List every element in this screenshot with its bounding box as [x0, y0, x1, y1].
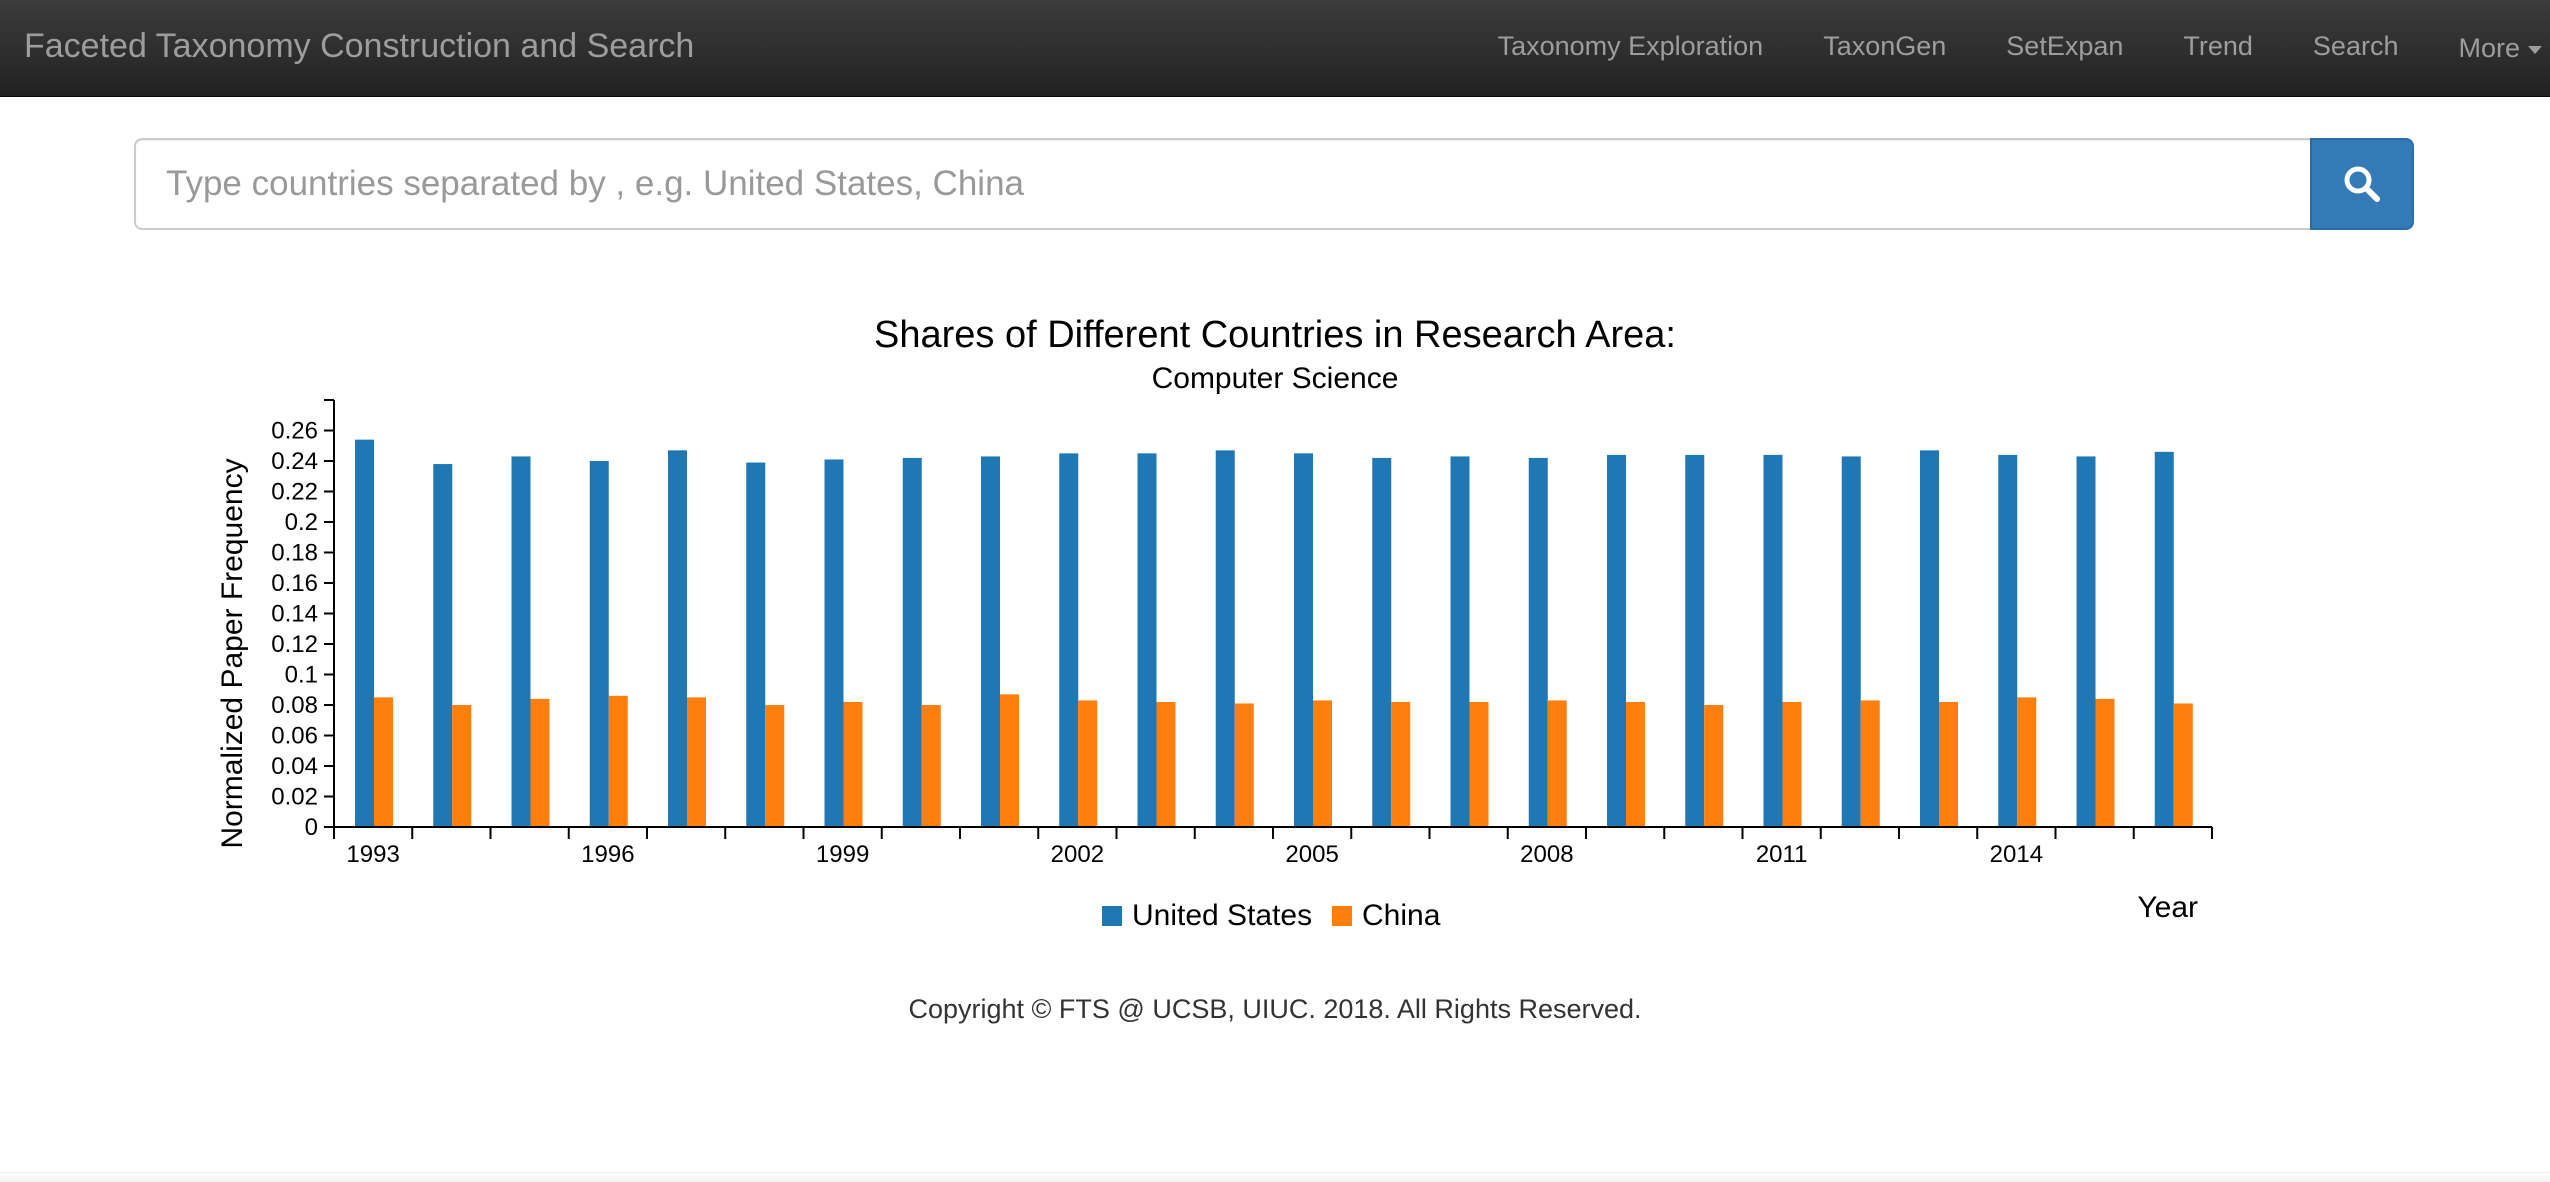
caret-down-icon: [2528, 45, 2542, 54]
bar-united-states-2004: [1215, 450, 1235, 827]
bar-china-2013: [1939, 701, 1958, 827]
bar-united-states-2012: [1841, 456, 1861, 827]
bar-china-2014: [2017, 697, 2037, 827]
bar-united-states-2014: [1998, 454, 2018, 827]
bar-united-states-2013: [1920, 450, 1939, 827]
bar-china-2005: [1313, 700, 1332, 827]
top-navbar: Faceted Taxonomy Construction and Search…: [0, 0, 2550, 97]
bar-united-states-1994: [433, 464, 453, 827]
nav-item-trend[interactable]: Trend: [2183, 31, 2253, 61]
nav-item-setexpan[interactable]: SetExpan: [2006, 31, 2124, 61]
search-button[interactable]: [2310, 138, 2414, 230]
x-tick-label: 1993: [346, 841, 399, 868]
bar-united-states-1997: [668, 450, 687, 827]
bar-china-2004: [1234, 703, 1254, 827]
legend-swatch-china: [1332, 906, 1352, 926]
y-tick-label: 0.24: [271, 448, 318, 475]
bar-china-2010: [1704, 705, 1724, 827]
bar-united-states-2005: [1294, 453, 1313, 827]
bar-united-states-2003: [1137, 453, 1157, 827]
bar-china-2003: [1156, 701, 1176, 827]
navbar-menu: Taxonomy Exploration TaxonGen SetExpan T…: [1468, 0, 2550, 97]
y-tick-label: 0.16: [271, 570, 318, 597]
x-tick-label: 2014: [1990, 841, 2043, 868]
country-search-group: [134, 138, 2414, 230]
bar-united-states-2000: [902, 457, 922, 827]
x-axis-label: Year: [2137, 891, 2198, 924]
y-tick-label: 0.04: [271, 753, 318, 780]
bar-united-states-2006: [1372, 457, 1392, 827]
legend-label-china: China: [1362, 899, 1441, 932]
bar-china-2002: [1078, 700, 1098, 827]
y-tick-label: 0.1: [285, 662, 318, 689]
nav-item-more-dropdown[interactable]: More: [2428, 0, 2550, 97]
bar-china-2008: [1547, 700, 1567, 827]
y-tick-label: 0.2: [285, 509, 318, 536]
bar-china-1994: [452, 705, 472, 827]
bar-united-states-2001: [981, 456, 1000, 827]
page-bottom-border: [0, 1172, 2550, 1182]
y-tick-label: 0.26: [271, 418, 318, 445]
bar-china-2009: [1626, 701, 1645, 827]
x-tick-label: 1996: [581, 841, 634, 868]
y-tick-label: 0: [305, 814, 318, 841]
legend-swatch-united-states: [1102, 906, 1122, 926]
bar-united-states-2011: [1763, 454, 1783, 827]
navbar-brand[interactable]: Faceted Taxonomy Construction and Search: [24, 27, 695, 65]
y-tick-label: 0.18: [271, 540, 318, 567]
legend-label-united-states: United States: [1132, 899, 1312, 932]
bar-china-2006: [1391, 701, 1411, 827]
bar-china-2000: [921, 705, 941, 827]
bar-china-2007: [1469, 701, 1489, 827]
x-tick-label: 2011: [1756, 841, 1808, 868]
country-share-chart: 0 0.02 0.04 0.06 0.08 0.1 0.12 0.14 0.16 0.18 0.2 0…: [0, 300, 2550, 960]
x-tick-label: 2002: [1051, 841, 1104, 868]
bar-united-states-1995: [511, 456, 531, 827]
nav-item-taxonomy-exploration[interactable]: Taxonomy Exploration: [1497, 31, 1764, 61]
bar-united-states-1999: [824, 459, 844, 827]
bar-china-1993: [374, 697, 393, 827]
chart-title: Shares of Different Countries in Researc…: [874, 314, 1676, 356]
y-tick-label: 0.22: [271, 479, 318, 506]
y-tick-label: 0.14: [271, 601, 318, 628]
bar-united-states-2009: [1607, 454, 1626, 827]
country-search-input[interactable]: [134, 138, 2310, 230]
bar-united-states-2016: [2154, 451, 2174, 827]
bar-united-states-2008: [1528, 457, 1548, 827]
chart-subtitle: Computer Science: [1151, 362, 1399, 395]
bar-united-states-2015: [2076, 456, 2096, 827]
y-tick-label: 0.12: [271, 631, 318, 658]
x-tick-label: 2008: [1520, 841, 1573, 868]
bar-china-2001: [1000, 694, 1019, 827]
nav-item-more-label: More: [2458, 33, 2520, 63]
nav-item-taxongen[interactable]: TaxonGen: [1823, 31, 1947, 61]
bar-united-states-2007: [1450, 456, 1470, 827]
bar-china-1999: [843, 701, 863, 827]
bar-united-states-1993: [355, 439, 374, 827]
nav-item-search[interactable]: Search: [2312, 31, 2399, 61]
x-tick-label: 2005: [1285, 841, 1338, 868]
bar-china-2015: [2095, 698, 2115, 827]
y-tick-label: 0.06: [271, 723, 318, 750]
bar-china-2016: [2173, 703, 2193, 827]
footer-copyright: Copyright © FTS @ UCSB, UIUC. 2018. All …: [908, 994, 1642, 1024]
bar-united-states-1998: [746, 462, 766, 827]
y-tick-label: 0.02: [271, 784, 318, 811]
y-tick-label: 0.08: [271, 692, 318, 719]
search-icon: [2344, 166, 2380, 202]
bar-united-states-2010: [1685, 454, 1705, 827]
chart-canvas: 0 0.02 0.04 0.06 0.08 0.1 0.12 0.14 0.16 0.18 0.2 0…: [216, 399, 2213, 932]
y-axis-label: Normalized Paper Frequency: [216, 458, 249, 848]
bar-united-states-2002: [1059, 453, 1079, 827]
bar-china-2012: [1860, 700, 1880, 827]
bar-china-1996: [608, 695, 628, 827]
bar-china-1998: [765, 705, 785, 827]
bar-united-states-1996: [589, 461, 609, 827]
bar-china-1997: [687, 697, 706, 827]
bar-china-2011: [1782, 701, 1802, 827]
x-tick-label: 1999: [816, 841, 869, 868]
bar-china-1995: [530, 698, 550, 827]
